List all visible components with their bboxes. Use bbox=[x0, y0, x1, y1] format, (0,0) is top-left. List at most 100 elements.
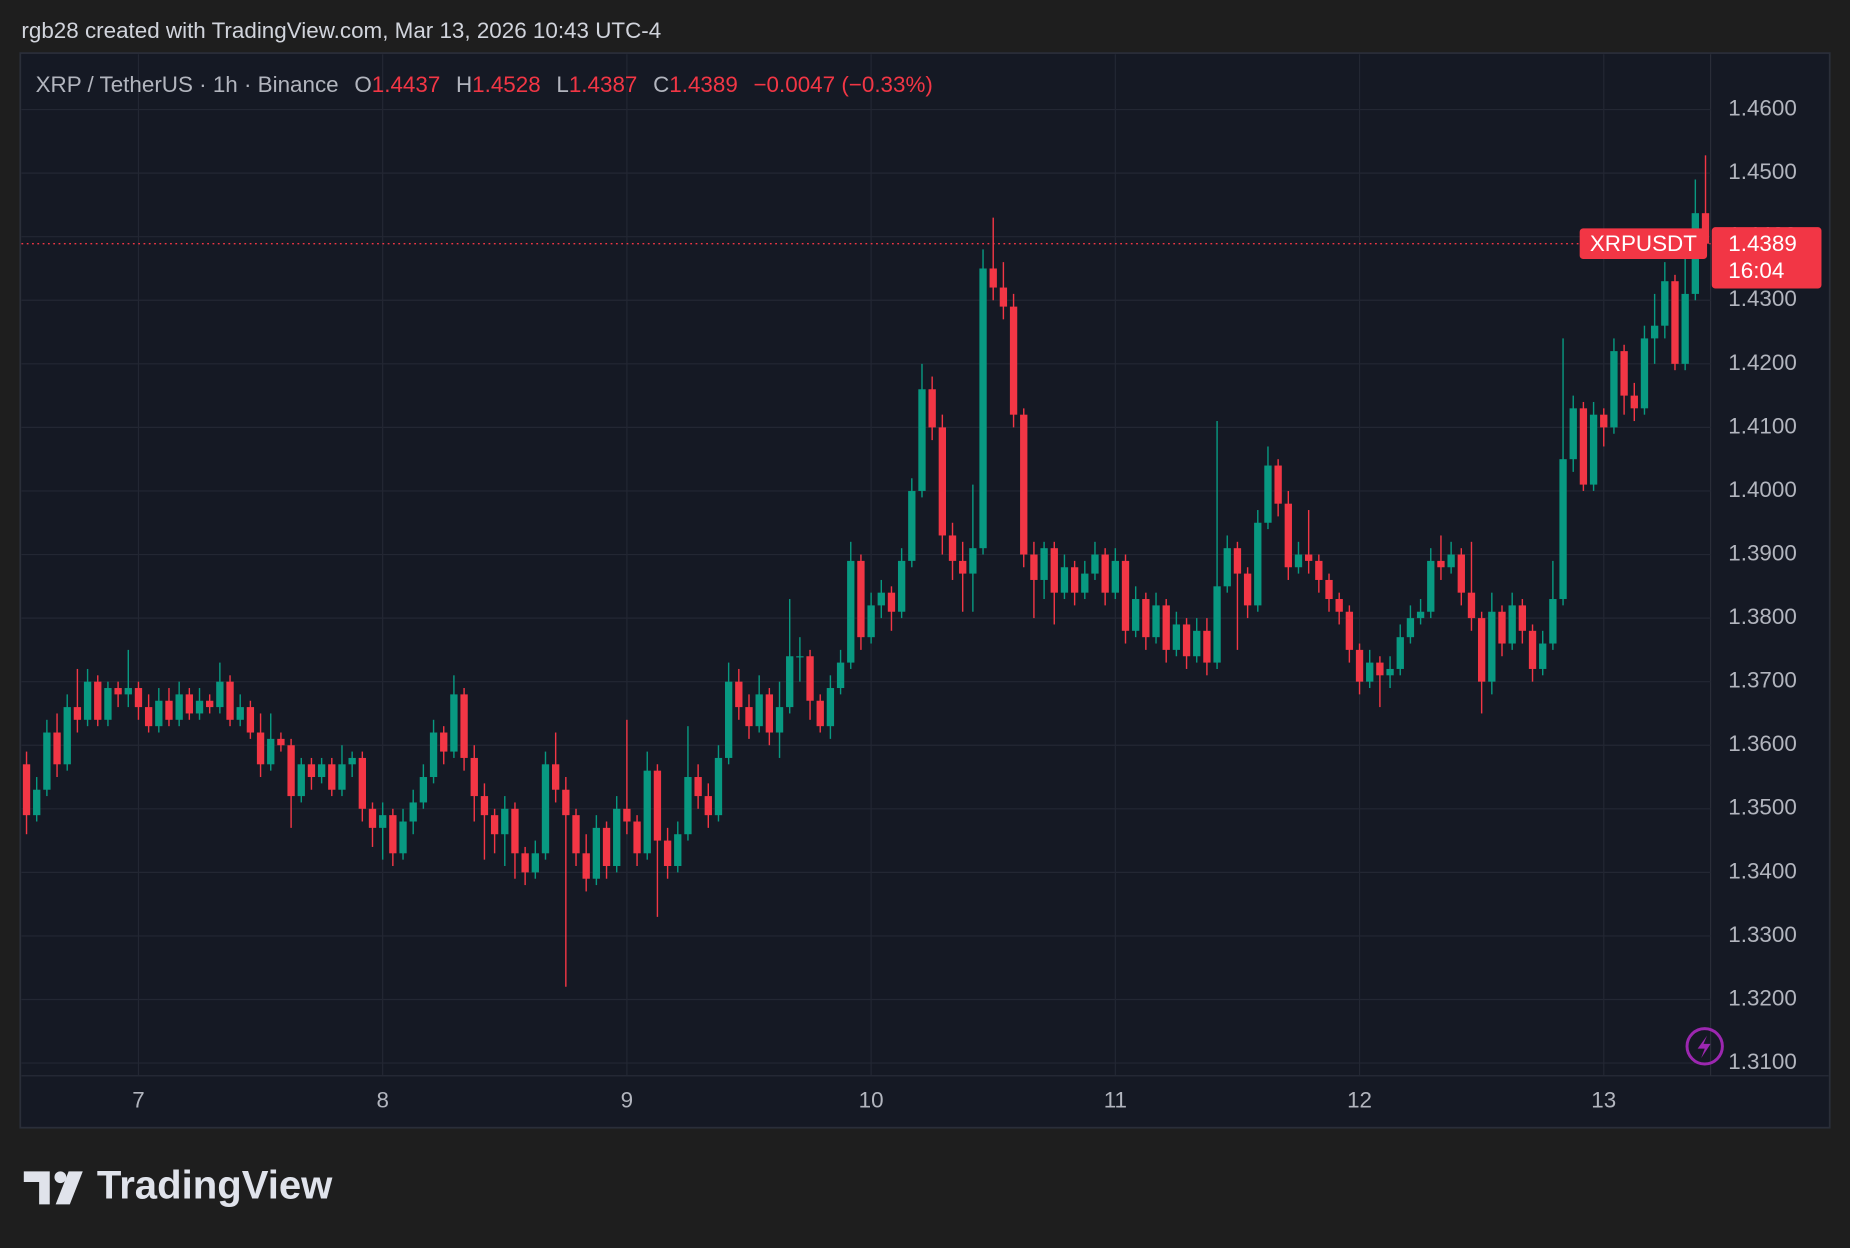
candle-body bbox=[1518, 605, 1527, 631]
candle-body bbox=[236, 707, 244, 720]
candle-body bbox=[989, 268, 997, 288]
logo-shape bbox=[23, 1171, 50, 1205]
candle-body bbox=[1528, 630, 1537, 669]
candle-body bbox=[43, 732, 51, 790]
symbol-tag: XRPUSDT bbox=[1590, 231, 1697, 256]
legend: XRP / TetherUS · 1h · Binance O1.4437 H1… bbox=[36, 72, 933, 97]
legend-open: 1.4437 bbox=[372, 72, 441, 97]
price-label-bg bbox=[1711, 227, 1822, 289]
candle-body bbox=[623, 808, 631, 822]
candle-body bbox=[653, 770, 662, 841]
candle-body bbox=[674, 834, 682, 867]
candle-body bbox=[195, 700, 204, 714]
candle-body bbox=[134, 688, 143, 708]
candle-body bbox=[1447, 554, 1455, 568]
candle-body bbox=[1681, 293, 1689, 364]
legend-low: 1.4387 bbox=[569, 72, 638, 97]
candle-body bbox=[1325, 579, 1333, 600]
alert-bolt bbox=[1697, 1035, 1711, 1059]
candle-body bbox=[1620, 351, 1628, 396]
candle-body bbox=[602, 827, 611, 867]
candle-body bbox=[246, 707, 255, 733]
y-tick-label: 1.4100 bbox=[1728, 413, 1797, 438]
candle-body bbox=[409, 802, 417, 822]
candle-body bbox=[1091, 554, 1099, 574]
candle-body bbox=[786, 656, 794, 708]
candle-body bbox=[816, 700, 824, 727]
x-tick-label: 13 bbox=[1591, 1088, 1616, 1113]
legend-close: 1.4389 bbox=[669, 72, 738, 97]
y-tick-label: 1.3500 bbox=[1728, 795, 1797, 820]
candle-body bbox=[1345, 611, 1354, 650]
candle-body bbox=[857, 560, 865, 638]
candle-body bbox=[94, 681, 102, 720]
candle-body bbox=[348, 757, 356, 765]
candle-body bbox=[938, 427, 947, 536]
candle-body bbox=[724, 681, 733, 758]
candle-body bbox=[775, 707, 784, 733]
candle-body bbox=[582, 853, 590, 879]
candle-body bbox=[1416, 611, 1425, 619]
candle-body bbox=[1661, 281, 1669, 326]
candle-body bbox=[328, 764, 336, 790]
legend-high: 1.4528 bbox=[472, 72, 541, 97]
candle-body bbox=[806, 656, 814, 701]
candle-body bbox=[1650, 325, 1659, 339]
candle-body bbox=[1315, 560, 1323, 580]
candle-body bbox=[480, 796, 489, 816]
candle-body bbox=[551, 764, 560, 790]
candle-body bbox=[399, 821, 407, 854]
candle-body bbox=[541, 764, 550, 854]
candle-body bbox=[1152, 605, 1160, 638]
candle-body bbox=[1579, 408, 1588, 485]
candle-body bbox=[1020, 414, 1028, 555]
candle-body bbox=[592, 827, 601, 879]
y-tick-label: 1.3100 bbox=[1728, 1049, 1797, 1074]
candle-body bbox=[104, 688, 112, 720]
candle-body bbox=[175, 694, 183, 720]
candle-body bbox=[1640, 338, 1649, 409]
candle-body bbox=[1274, 465, 1282, 504]
candle-body bbox=[256, 732, 265, 765]
candle-body bbox=[1223, 548, 1231, 587]
y-tick-label: 1.3400 bbox=[1728, 858, 1797, 883]
candle-body bbox=[389, 815, 397, 854]
y-tick-label: 1.3900 bbox=[1728, 540, 1797, 565]
legend-key: H bbox=[456, 72, 472, 97]
candle-body bbox=[450, 694, 458, 752]
candle-body bbox=[663, 840, 672, 867]
x-tick-label: 12 bbox=[1347, 1088, 1372, 1113]
candle-body bbox=[53, 732, 61, 765]
attribution: rgb28 created with TradingView.com, Mar … bbox=[21, 18, 661, 43]
candle-body bbox=[1213, 586, 1221, 663]
candle-body bbox=[83, 681, 92, 720]
candle-body bbox=[73, 707, 82, 720]
candle-body bbox=[1009, 306, 1018, 415]
candle-body bbox=[1457, 554, 1465, 593]
candle-body bbox=[379, 815, 387, 828]
x-tick-label: 7 bbox=[132, 1088, 144, 1113]
candle-body bbox=[867, 605, 875, 638]
symbol-tag-bg bbox=[1579, 228, 1708, 260]
candle-body bbox=[429, 732, 438, 778]
candle-body bbox=[1559, 459, 1567, 600]
candle-body bbox=[1539, 643, 1547, 669]
y-tick-label: 1.4000 bbox=[1728, 477, 1797, 502]
x-tick-label: 11 bbox=[1104, 1088, 1127, 1113]
candle-body bbox=[1671, 281, 1679, 364]
candle-body bbox=[999, 287, 1008, 307]
candle-body bbox=[1182, 624, 1191, 657]
candle-body bbox=[358, 757, 366, 809]
candle-body bbox=[1193, 630, 1201, 657]
candle-body bbox=[22, 764, 31, 816]
y-tick-label: 1.4200 bbox=[1728, 350, 1797, 375]
candle-body bbox=[1284, 503, 1292, 568]
candle-body bbox=[836, 662, 845, 689]
candle-body bbox=[1081, 573, 1089, 593]
candle-body bbox=[297, 764, 305, 797]
candle-body bbox=[155, 700, 163, 727]
candle-body bbox=[124, 688, 132, 695]
candle-body bbox=[1030, 554, 1038, 580]
candle-body bbox=[1060, 567, 1069, 593]
